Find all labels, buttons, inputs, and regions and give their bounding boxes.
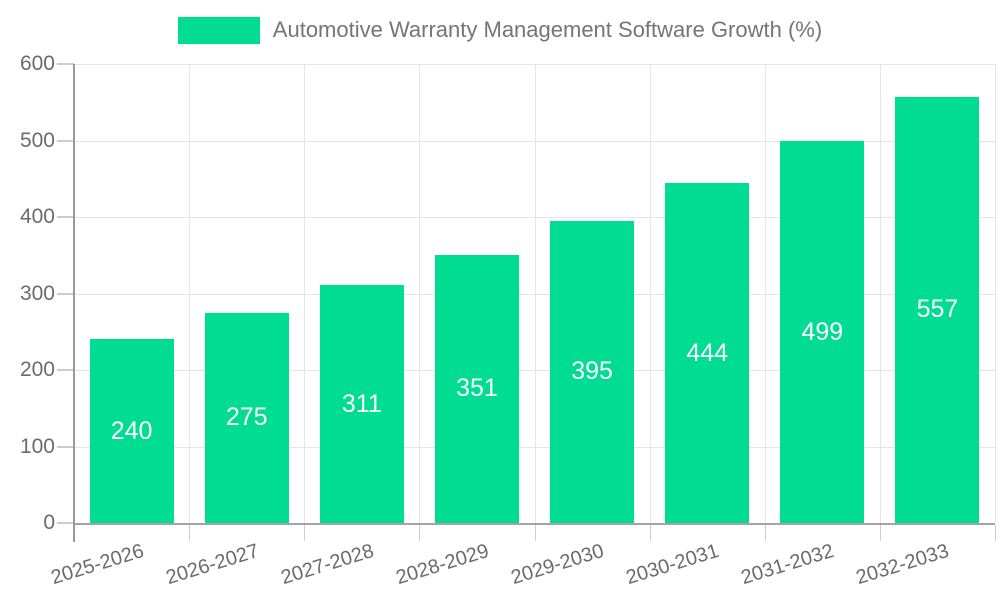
gridline-vertical [419, 64, 421, 523]
x-axis-tick [189, 525, 191, 541]
y-axis-label: 500 [19, 128, 55, 152]
y-axis-tick [57, 63, 74, 65]
y-axis-tick [57, 139, 74, 142]
gridline-vertical [189, 64, 191, 523]
y-axis-tick [57, 445, 74, 448]
gridline-vertical [304, 64, 306, 523]
plot-area: 240 275 311 351 395 444 499 557 [74, 64, 996, 523]
bar-value-label: 240 [110, 416, 153, 445]
bar-2030-2031[interactable]: 444 [665, 183, 750, 523]
y-axis-label: 600 [19, 52, 55, 75]
y-axis-tick [57, 292, 74, 295]
y-axis-label: 200 [19, 358, 55, 381]
x-axis-tick [879, 525, 881, 541]
y-axis-label: 0 [43, 511, 55, 534]
y-axis-tick [57, 522, 74, 524]
y-axis-label: 100 [19, 434, 55, 458]
bar-2025-2026[interactable]: 240 [89, 339, 174, 523]
x-axis-line [74, 523, 995, 525]
gridline-vertical [995, 64, 996, 523]
x-axis-tick [304, 525, 306, 541]
x-axis-tick [764, 525, 766, 541]
bar-2032-2033[interactable]: 557 [895, 96, 980, 523]
gridline-vertical [649, 64, 651, 523]
legend-label: Automotive Warranty Management Software … [272, 17, 823, 42]
x-axis-tick [649, 525, 651, 541]
bar-value-label: 499 [801, 317, 844, 346]
y-axis-line [73, 64, 75, 542]
gridline-vertical [534, 64, 536, 523]
y-axis-tick [57, 369, 74, 371]
bar-value-label: 275 [225, 403, 268, 432]
gridline-vertical [764, 64, 766, 523]
bar-2026-2027[interactable]: 275 [204, 312, 289, 523]
y-axis-tick [57, 216, 74, 218]
bar-2028-2029[interactable]: 351 [434, 254, 519, 523]
x-axis-tick [995, 525, 996, 541]
bar-2027-2028[interactable]: 311 [319, 285, 404, 523]
bar-value-label: 444 [686, 338, 729, 367]
bar-2029-2030[interactable]: 395 [550, 220, 635, 523]
x-axis-tick [419, 525, 421, 541]
bar-2031-2032[interactable]: 499 [780, 141, 865, 523]
bar-value-label: 395 [571, 357, 613, 386]
y-axis-label: 400 [19, 205, 55, 228]
gridline-vertical [879, 64, 881, 523]
legend-item[interactable]: Automotive Warranty Management Software … [0, 16, 1000, 44]
bar-value-label: 351 [456, 374, 498, 403]
x-axis-tick [534, 525, 536, 541]
legend-swatch [177, 16, 260, 44]
y-axis-label: 300 [19, 281, 55, 305]
bar-value-label: 311 [341, 389, 382, 418]
bar-value-label: 557 [916, 295, 959, 324]
